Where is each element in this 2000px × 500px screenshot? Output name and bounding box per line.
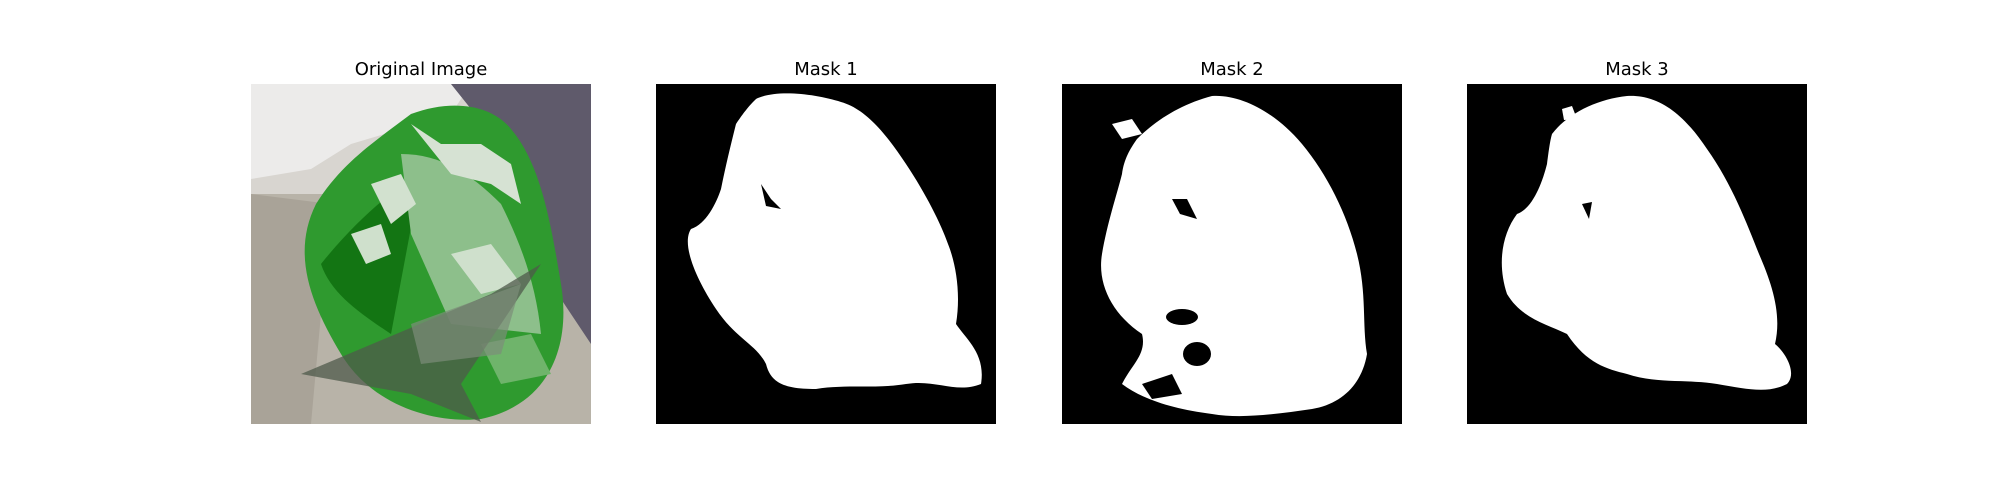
- panel-original-image: Original Image: [251, 0, 591, 500]
- panel-mask-2: Mask 2: [1062, 0, 1402, 500]
- original-image: [251, 84, 591, 424]
- panel-title: Mask 3: [1605, 59, 1669, 80]
- panel-mask-3: Mask 3: [1467, 0, 1807, 500]
- panel-title: Original Image: [354, 59, 488, 80]
- panel-title: Mask 2: [1200, 59, 1264, 80]
- mask-1-image: [656, 84, 996, 424]
- panel-title: Mask 1: [794, 59, 858, 80]
- mask-3-image: [1467, 84, 1807, 424]
- panel-mask-1: Mask 1: [656, 0, 996, 500]
- mask-2-image: [1062, 84, 1402, 424]
